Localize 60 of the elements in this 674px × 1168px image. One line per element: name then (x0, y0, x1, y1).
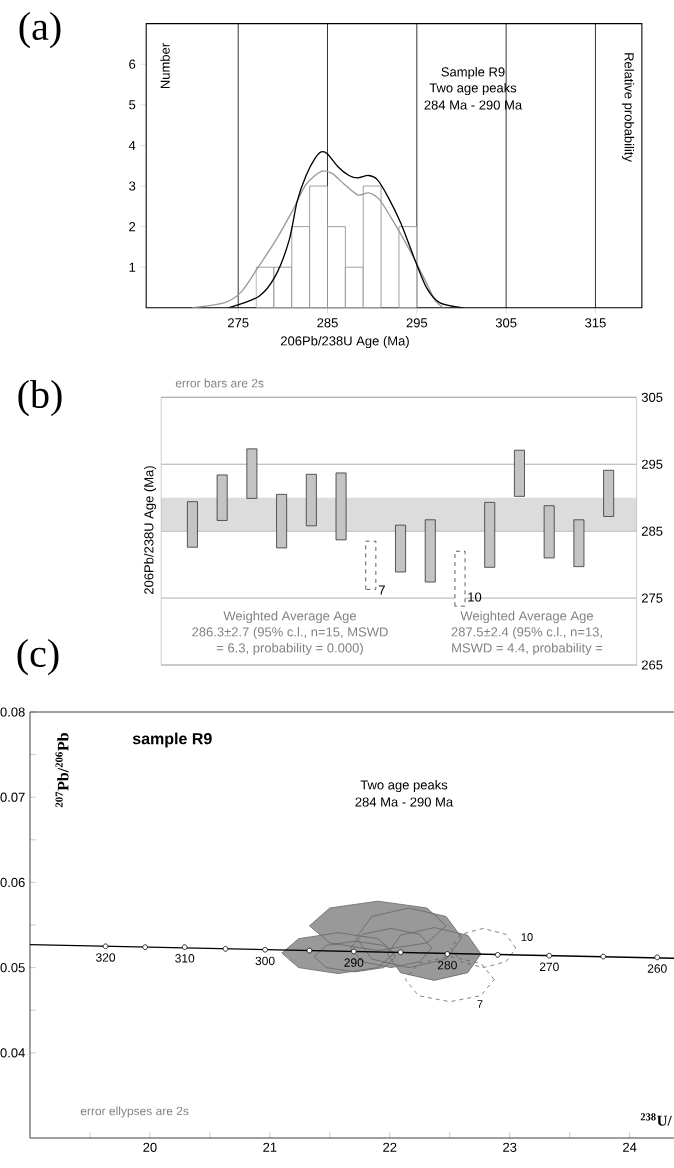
x-axis-title: 206Pb/238U Age (Ma) (280, 335, 409, 349)
y-tick-label: 275 (641, 593, 663, 603)
y-tick-label: 4 (128, 140, 136, 150)
x-tick-label: 22 (383, 1142, 397, 1152)
annotation: 280 (437, 960, 457, 970)
annotation: 300 (255, 956, 275, 966)
x-tick-label: 20 (143, 1142, 157, 1152)
annotation: 286.3±2.7 (95% c.l., n=15, MSWD (192, 626, 388, 640)
x-tick-label: 295 (406, 318, 428, 328)
y-tick-label: 0.04 (0, 1048, 25, 1058)
y-tick-label: 6 (129, 59, 136, 69)
text: (b) (18, 379, 62, 417)
x-tick-label: 315 (585, 318, 606, 328)
text: sample R9 (132, 732, 212, 748)
x-tick-label: 24 (623, 1142, 637, 1152)
annotation: 287.5±2.4 (95% c.l., n=13, (451, 626, 602, 640)
y-tick-label: 3 (129, 181, 136, 191)
y-tick-label: 0.06 (0, 877, 25, 888)
y-axis-title: $^{207}$Pb/$^{206}$Pb (55, 733, 69, 808)
annotation: 260 (647, 964, 667, 973)
text: (a) (19, 11, 61, 49)
annotation: Weighted Average Age (223, 610, 356, 624)
annotation: 320 (96, 953, 116, 962)
annotation: 7 (477, 1000, 483, 1008)
x-axis-title: $^{238}$U/ (640, 1113, 672, 1126)
annotation: error ellypses are 2s (80, 1106, 189, 1118)
y-tick-label: 305 (641, 392, 663, 402)
y2-axis-title: Relative probability (621, 53, 635, 162)
annotation: = 6.3, probability = 0.000) (216, 642, 363, 656)
y-tick-label: 0.08 (0, 707, 25, 717)
annotation: 284 Ma - 290 Ma (424, 100, 523, 110)
annotation: Two age peaks (429, 82, 517, 96)
annotation: 290 (344, 958, 364, 967)
annotation: 270 (539, 962, 559, 972)
annotation: 10 (468, 592, 482, 602)
x-tick-label: 21 (263, 1142, 277, 1152)
x-tick-label: 285 (317, 318, 338, 328)
y-axis-title: 206Pb/238U Age (Ma) (143, 466, 157, 595)
y-tick-label: 2 (129, 222, 136, 232)
annotation: Weighted Average Age (460, 610, 593, 624)
annotation: Sample R9 (441, 66, 505, 80)
y-tick-label: 1 (129, 262, 136, 272)
annotation: 310 (175, 954, 195, 963)
y-tick-label: 0.07 (0, 792, 25, 802)
y-tick-label: 295 (641, 459, 663, 469)
y-tick-label: 0.05 (0, 963, 25, 973)
x-tick-label: 23 (503, 1142, 517, 1152)
y-axis-title: Number (160, 43, 170, 89)
text: (c) (17, 638, 59, 676)
annotation: MSWD = 4.4, probability = (452, 642, 603, 656)
annotation: 10 (521, 933, 533, 941)
annotation: 7 (378, 585, 385, 595)
y-tick-label: 265 (641, 660, 663, 670)
text: error bars are 2s (175, 378, 264, 388)
annotation: 284 Ma - 290 Ma (355, 797, 454, 807)
x-tick-label: 305 (495, 318, 517, 328)
y-tick-label: 5 (129, 100, 136, 110)
x-tick-label: 275 (227, 318, 249, 328)
y-tick-label: 285 (641, 526, 663, 536)
annotation: Two age peaks (360, 779, 448, 793)
